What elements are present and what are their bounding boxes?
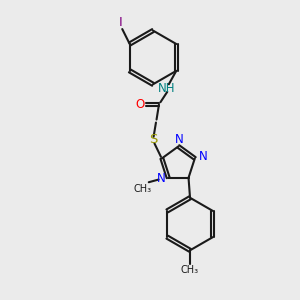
Text: I: I [119,16,123,29]
Text: N: N [157,172,166,185]
Text: CH₃: CH₃ [181,265,199,275]
Text: S: S [149,133,157,146]
Text: CH₃: CH₃ [133,184,151,194]
Text: O: O [135,98,144,111]
Text: N: N [199,150,208,164]
Text: N: N [175,133,184,146]
Text: NH: NH [158,82,175,95]
